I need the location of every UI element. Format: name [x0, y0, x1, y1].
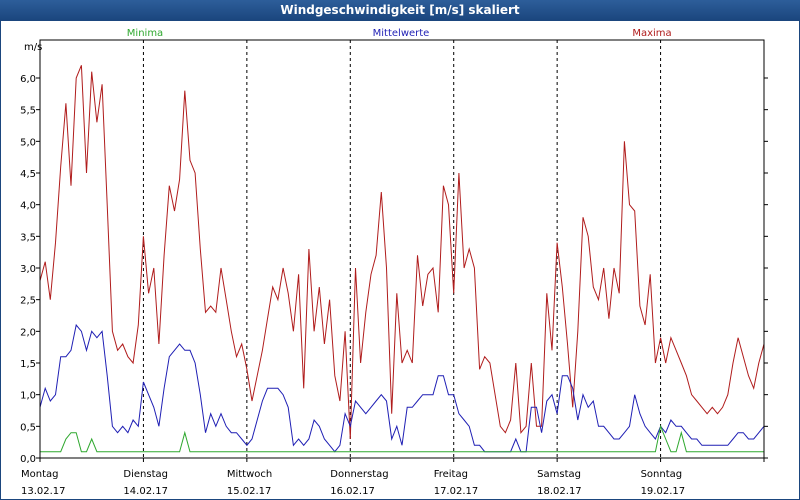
y-tick-label: 1,0 — [20, 391, 36, 402]
plot-area-border — [39, 39, 765, 459]
y-tick-label: 4,5 — [20, 169, 36, 180]
series-line-maxima — [39, 65, 765, 440]
x-axis-ticks: Montag 13.02.17 Dienstag 14.02.17 Mittwoch 15… — [21, 458, 765, 497]
day-date-label: 18.02.17 — [537, 486, 582, 497]
day-name-label: Mittwoch — [227, 469, 272, 480]
y-tick-label: 3,0 — [20, 264, 36, 275]
series-line-mittelwerte — [39, 323, 765, 453]
y-tick-label: 2,5 — [20, 296, 36, 307]
day-date-label: 13.02.17 — [21, 486, 66, 497]
day-name-label: Samstag — [537, 469, 581, 480]
chart-series — [39, 65, 765, 453]
day-name-label: Dienstag — [123, 469, 168, 480]
window-title: Windgeschwindigkeit [m/s] skaliert — [0, 0, 800, 20]
day-name-label: Montag — [21, 469, 58, 480]
y-tick-label: 0,0 — [20, 454, 36, 465]
day-name-label: Donnerstag — [330, 469, 388, 480]
y-tick-label: 0,5 — [20, 422, 36, 433]
y-tick-label: 1,5 — [20, 359, 36, 370]
day-name-label: Sonntag — [641, 469, 683, 480]
legend-maxima: Maxima — [632, 28, 671, 39]
y-axis-unit-label: m/s — [24, 42, 42, 53]
day-date-label: 14.02.17 — [123, 486, 168, 497]
y-tick-label: 6,0 — [20, 74, 36, 85]
day-date-label: 16.02.17 — [330, 486, 375, 497]
legend-minima: Minima — [127, 28, 163, 39]
day-name-label: Freitag — [434, 469, 468, 480]
y-tick-label: 5,5 — [20, 106, 36, 117]
y-tick-label: 3,5 — [20, 232, 36, 243]
day-date-label: 19.02.17 — [641, 486, 686, 497]
y-tick-label: 5,0 — [20, 137, 36, 148]
day-date-label: 17.02.17 — [434, 486, 479, 497]
y-axis-ticks: 0,0 0,5 1,0 1,5 2,0 2,5 3,0 3,5 4,0 4,5 5,0 5,5 6,0 — [20, 74, 768, 465]
series-line-minima — [40, 424, 764, 453]
day-date-label: 15.02.17 — [227, 486, 272, 497]
y-tick-label: 2,0 — [20, 327, 36, 338]
legend-mittelwerte: Mittelwerte — [373, 28, 430, 39]
chart-grid — [142, 40, 662, 458]
y-tick-label: 4,0 — [20, 201, 36, 212]
